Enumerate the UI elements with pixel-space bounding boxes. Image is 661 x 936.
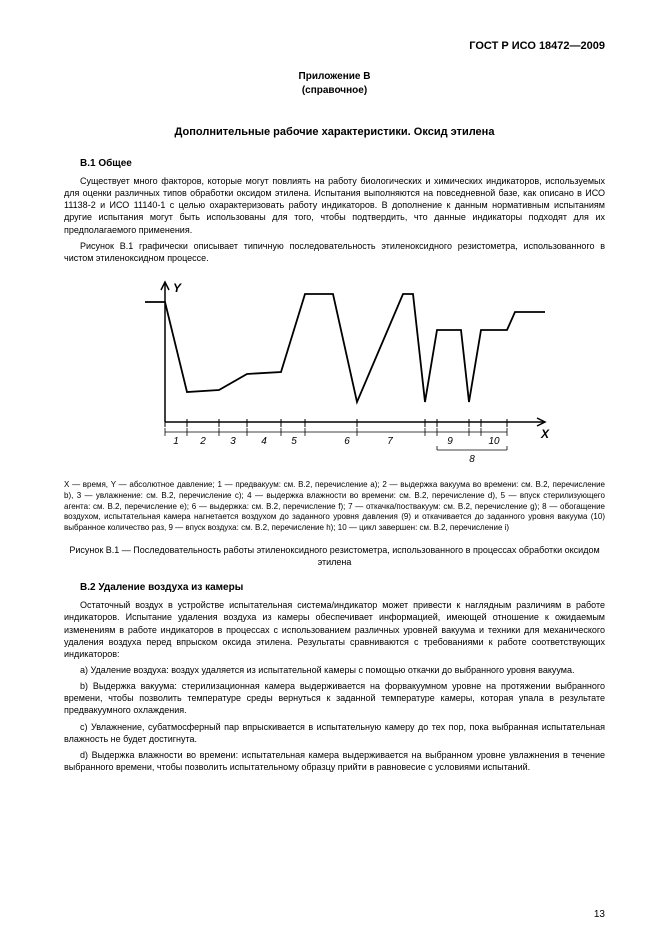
annex-type: (справочное) — [64, 84, 605, 98]
b2-item-a: a) Удаление воздуха: воздух удаляется из… — [64, 664, 605, 676]
b2-paragraph-1: Остаточный воздух в устройстве испытател… — [64, 599, 605, 660]
svg-text:7: 7 — [387, 436, 393, 447]
section-b2-heading: В.2 Удаление воздуха из камеры — [80, 582, 605, 593]
b1-paragraph-2: Рисунок В.1 графически описывает типичну… — [64, 240, 605, 264]
svg-text:2: 2 — [199, 436, 206, 447]
svg-text:1: 1 — [173, 436, 179, 447]
svg-text:X: X — [540, 427, 550, 441]
svg-text:6: 6 — [344, 436, 350, 447]
svg-text:10: 10 — [488, 436, 500, 447]
annex-label: Приложение В — [64, 70, 605, 84]
page-number: 13 — [594, 909, 605, 920]
chart-container: Y X 1 2 3 4 5 6 7 9 10 8 — [64, 272, 605, 472]
svg-text:5: 5 — [291, 436, 297, 447]
figure-legend: X — время, Y — абсолютное давление; 1 — … — [64, 480, 605, 534]
b2-item-b: b) Выдержка вакуума: стерилизационная ка… — [64, 680, 605, 716]
figure-caption: Рисунок В.1 — Последовательность работы … — [64, 544, 605, 568]
svg-text:9: 9 — [447, 436, 453, 447]
svg-text:3: 3 — [230, 436, 236, 447]
b2-item-d: d) Выдержка влажности во времени: испыта… — [64, 749, 605, 773]
doc-header: ГОСТ Р ИСО 18472—2009 — [64, 40, 605, 52]
chart-figure: Y X 1 2 3 4 5 6 7 9 10 8 — [115, 272, 555, 472]
b2-item-c: c) Увлажнение, субатмосферный пар впрыск… — [64, 721, 605, 745]
page: ГОСТ Р ИСО 18472—2009 Приложение В (спра… — [0, 0, 661, 936]
main-title: Дополнительные рабочие характеристики. О… — [64, 126, 605, 138]
annex-block: Приложение В (справочное) — [64, 70, 605, 98]
section-b1-heading: В.1 Общее — [80, 158, 605, 169]
svg-text:8: 8 — [469, 454, 475, 465]
svg-text:Y: Y — [173, 281, 182, 295]
svg-text:4: 4 — [261, 436, 267, 447]
b1-paragraph-1: Существует много факторов, которые могут… — [64, 175, 605, 236]
